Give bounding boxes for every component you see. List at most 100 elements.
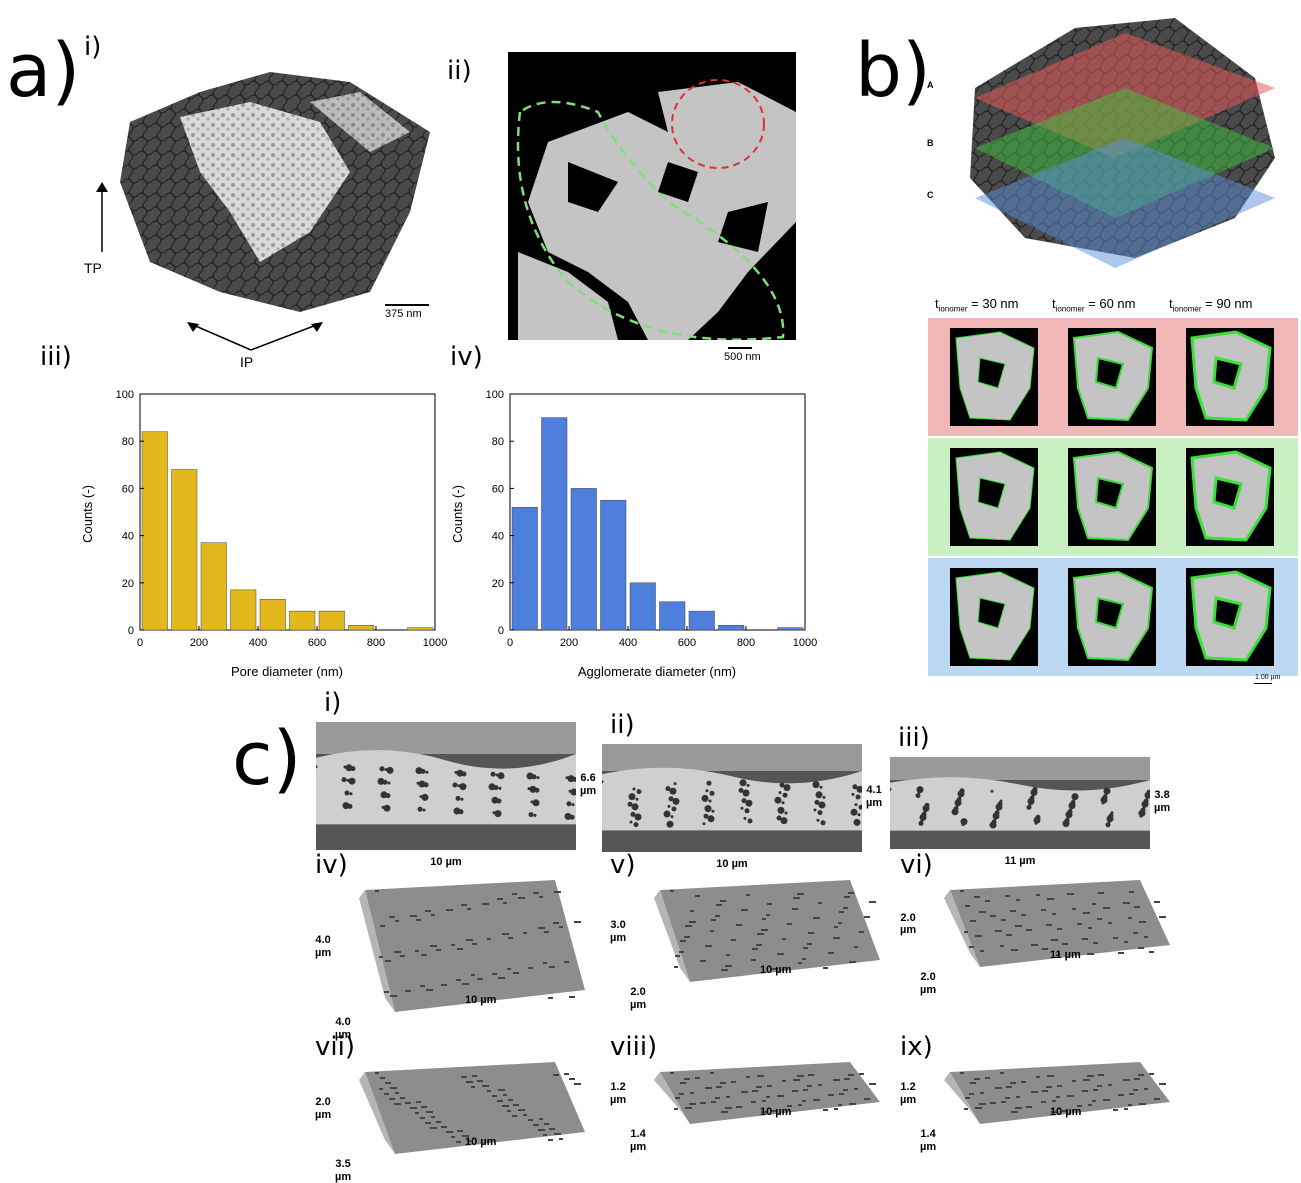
slice-row-B (928, 438, 1298, 556)
panel-b-label: b) (855, 28, 931, 114)
chart0-xlabel: Pore diameter (nm) (231, 664, 343, 679)
volume-4-depth: 3.5 µm (335, 1158, 352, 1183)
section-2-width: 10 µm (716, 858, 748, 870)
panel-a-label: a) (6, 28, 81, 114)
col-header-60: tionomer = 60 nm (1052, 296, 1136, 314)
chart1-ytick-3: 60 (492, 483, 504, 495)
slice-A-3 (1186, 328, 1274, 426)
chart0-xtick-3: 600 (308, 637, 326, 649)
scale-bar-ii (728, 347, 752, 349)
slice-A-1 (950, 328, 1038, 426)
chart0-xtick-4: 800 (367, 637, 385, 649)
chart1-xtick-1: 200 (560, 637, 578, 649)
sem-cross-section-3 (890, 757, 1150, 849)
volume-4-height: 2.0 µm (315, 1096, 332, 1121)
col-header-90: tionomer = 90 nm (1169, 296, 1253, 314)
section-1-height: 6.6 µm (580, 772, 597, 797)
slice-B-3 (1186, 448, 1274, 546)
volume-6-label: ix) (900, 1032, 933, 1062)
section-2-label: ii) (610, 710, 635, 740)
scale-bar-i-label: 375 nm (385, 308, 422, 320)
section-1-width: 10 µm (430, 856, 462, 868)
chart1-bar-7 (718, 625, 745, 631)
section-2-height: 4.1 µm (866, 784, 883, 809)
scale-bar-i (385, 304, 429, 306)
chart1-ylabel: Counts (-) (450, 485, 465, 543)
chart0-bar-4 (259, 599, 286, 631)
agglomerate-diameter-histogram: Agglomerate diameter (nm) Counts (-) 0 20… (450, 389, 817, 679)
chart0-bar-1 (171, 469, 198, 631)
ionomer-slices-grid (928, 318, 1298, 676)
chart0-bar-0 (141, 431, 168, 631)
section-3-height: 3.8 µm (1154, 789, 1171, 814)
layer-a-label: A (927, 80, 934, 90)
panel-a-i-label: i) (84, 32, 102, 62)
chart0-xtick-0: 0 (137, 637, 143, 649)
chart0-ytick-2: 40 (122, 531, 134, 543)
chart1-ytick-4: 80 (492, 436, 504, 448)
scale-bar-ii-label: 500 nm (724, 351, 761, 363)
panel-a-iv-label: iv) (450, 342, 483, 372)
volume-6-width: 10 µm (1050, 1106, 1082, 1118)
volume-1-label: iv) (315, 850, 348, 880)
volume-6-height: 1.2 µm (900, 1081, 917, 1106)
slice-C-1 (950, 568, 1038, 666)
volume-3-depth: 2.0 µm (920, 971, 937, 996)
chart1-xtick-4: 800 (737, 637, 755, 649)
slice-A-2 (1068, 328, 1156, 426)
volume-render-1 (359, 880, 585, 1012)
volume-4-width: 10 µm (465, 1136, 497, 1148)
chart1-ytick-2: 40 (492, 531, 504, 543)
chart0-frame (139, 393, 436, 631)
volume-3-label: vi) (900, 850, 933, 880)
chart0-bar-5 (289, 610, 316, 631)
slice-row-C (928, 558, 1298, 676)
volume-3-height: 2.0 µm (900, 911, 917, 937)
layer-b-label: B (927, 138, 934, 148)
chart1-frame (509, 393, 806, 631)
chart1-bar-6 (688, 610, 715, 631)
slice-row-A (928, 318, 1298, 436)
chart0-ytick-1: 20 (122, 578, 134, 590)
sem-cross-section-2 (602, 744, 862, 852)
volume-1-width: 10 µm (465, 994, 497, 1006)
panel-c-label: c) (232, 716, 302, 802)
section-1-label: i) (324, 688, 342, 718)
catalyst-layer-3d-render (120, 72, 430, 312)
panel-a-ii-label: ii) (447, 56, 472, 86)
chart0-ytick-4: 80 (122, 436, 134, 448)
ip-arrows (187, 322, 323, 351)
sem-cross-section-1 (316, 722, 576, 850)
volume-4-label: vii) (315, 1032, 355, 1062)
chart0-xtick-2: 400 (249, 637, 267, 649)
chart1-xtick-3: 600 (678, 637, 696, 649)
chart1-xlabel: Agglomerate diameter (nm) (578, 664, 736, 679)
chart0-xtick-5: 1000 (423, 637, 447, 649)
section-3-label: iii) (898, 723, 930, 753)
chart0-ylabel: Counts (-) (80, 485, 95, 543)
chart1-bar-4 (629, 582, 656, 631)
chart1-xtick-0: 0 (507, 637, 513, 649)
chart1-bar-8 (777, 627, 804, 631)
slice-B-1 (950, 448, 1038, 546)
chart1-bar-3 (600, 499, 627, 631)
pore-diameter-histogram: Pore diameter (nm) Counts (-) 0 200 400 600… (80, 389, 447, 679)
chart0-ytick-0: 0 (128, 625, 134, 637)
chart1-ytick-5: 100 (486, 389, 504, 401)
chart1-xtick-5: 1000 (793, 637, 817, 649)
volume-6-depth: 1.4 µm (920, 1128, 937, 1153)
chart0-ytick-5: 100 (116, 389, 134, 401)
volume-2-width: 10 µm (760, 964, 792, 976)
chart1-ytick-1: 20 (492, 578, 504, 590)
volume-1-depth: 4.0 µm (335, 1016, 352, 1041)
chart1-xtick-2: 400 (619, 637, 637, 649)
volume-5-height: 1.2 µm (610, 1081, 627, 1106)
slice-C-3 (1186, 568, 1274, 666)
slice-C-2 (1068, 568, 1156, 666)
panel-a-iii-label: iii) (40, 342, 72, 372)
chart0-ytick-3: 60 (122, 483, 134, 495)
volume-render-6 (944, 1062, 1170, 1124)
layer-c-label: C (927, 190, 934, 200)
chart1-bar-0 (511, 507, 538, 631)
volume-render-5 (654, 1062, 880, 1124)
